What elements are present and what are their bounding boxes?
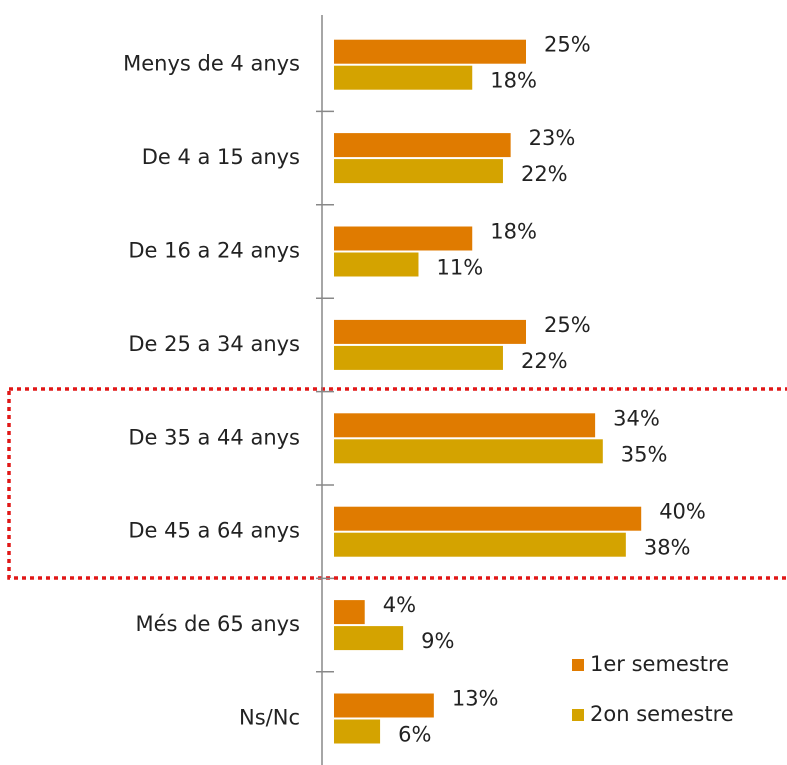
highlight-box <box>7 387 787 580</box>
value-label: 34% <box>613 406 660 430</box>
bar <box>334 345 503 370</box>
bar <box>334 626 404 651</box>
value-label: 4% <box>383 593 416 617</box>
category-label: De 35 a 44 anys <box>128 425 300 449</box>
bar <box>334 133 511 158</box>
legend-swatch <box>572 659 584 671</box>
legend-swatch <box>572 709 584 721</box>
category-label: Més de 65 anys <box>135 612 300 636</box>
category-label: De 25 a 34 anys <box>128 332 300 356</box>
bar <box>334 252 419 277</box>
bar <box>334 319 526 344</box>
bar <box>334 226 473 251</box>
category-label: Ns/Nc <box>239 706 300 730</box>
value-label: 18% <box>490 69 537 93</box>
value-label: 25% <box>544 33 591 57</box>
category-label: De 45 a 64 anys <box>128 519 300 543</box>
value-label: 22% <box>521 349 568 373</box>
legend-label: 1er semestre <box>590 652 729 676</box>
bar <box>334 413 596 438</box>
category-label: De 4 a 15 anys <box>142 145 300 169</box>
value-label: 11% <box>436 256 483 280</box>
category-label: De 16 a 24 anys <box>128 239 300 263</box>
bar <box>334 532 626 557</box>
bar <box>334 65 473 90</box>
bar <box>334 600 365 625</box>
value-label: 22% <box>521 162 568 186</box>
bar <box>334 439 603 464</box>
legend-label: 2on semestre <box>590 702 734 726</box>
value-label: 40% <box>659 500 706 524</box>
value-label: 18% <box>490 220 537 244</box>
category-label: Menys de 4 anys <box>123 52 300 76</box>
bar <box>334 39 526 64</box>
bar <box>334 719 381 744</box>
value-label: 38% <box>644 536 691 560</box>
value-label: 6% <box>398 723 431 747</box>
bar <box>334 159 503 184</box>
value-label: 35% <box>621 442 668 466</box>
value-label: 23% <box>529 126 576 150</box>
value-label: 13% <box>452 687 499 711</box>
bar <box>334 506 642 531</box>
value-label: 9% <box>421 629 454 653</box>
value-label: 25% <box>544 313 591 337</box>
bar <box>334 693 434 718</box>
